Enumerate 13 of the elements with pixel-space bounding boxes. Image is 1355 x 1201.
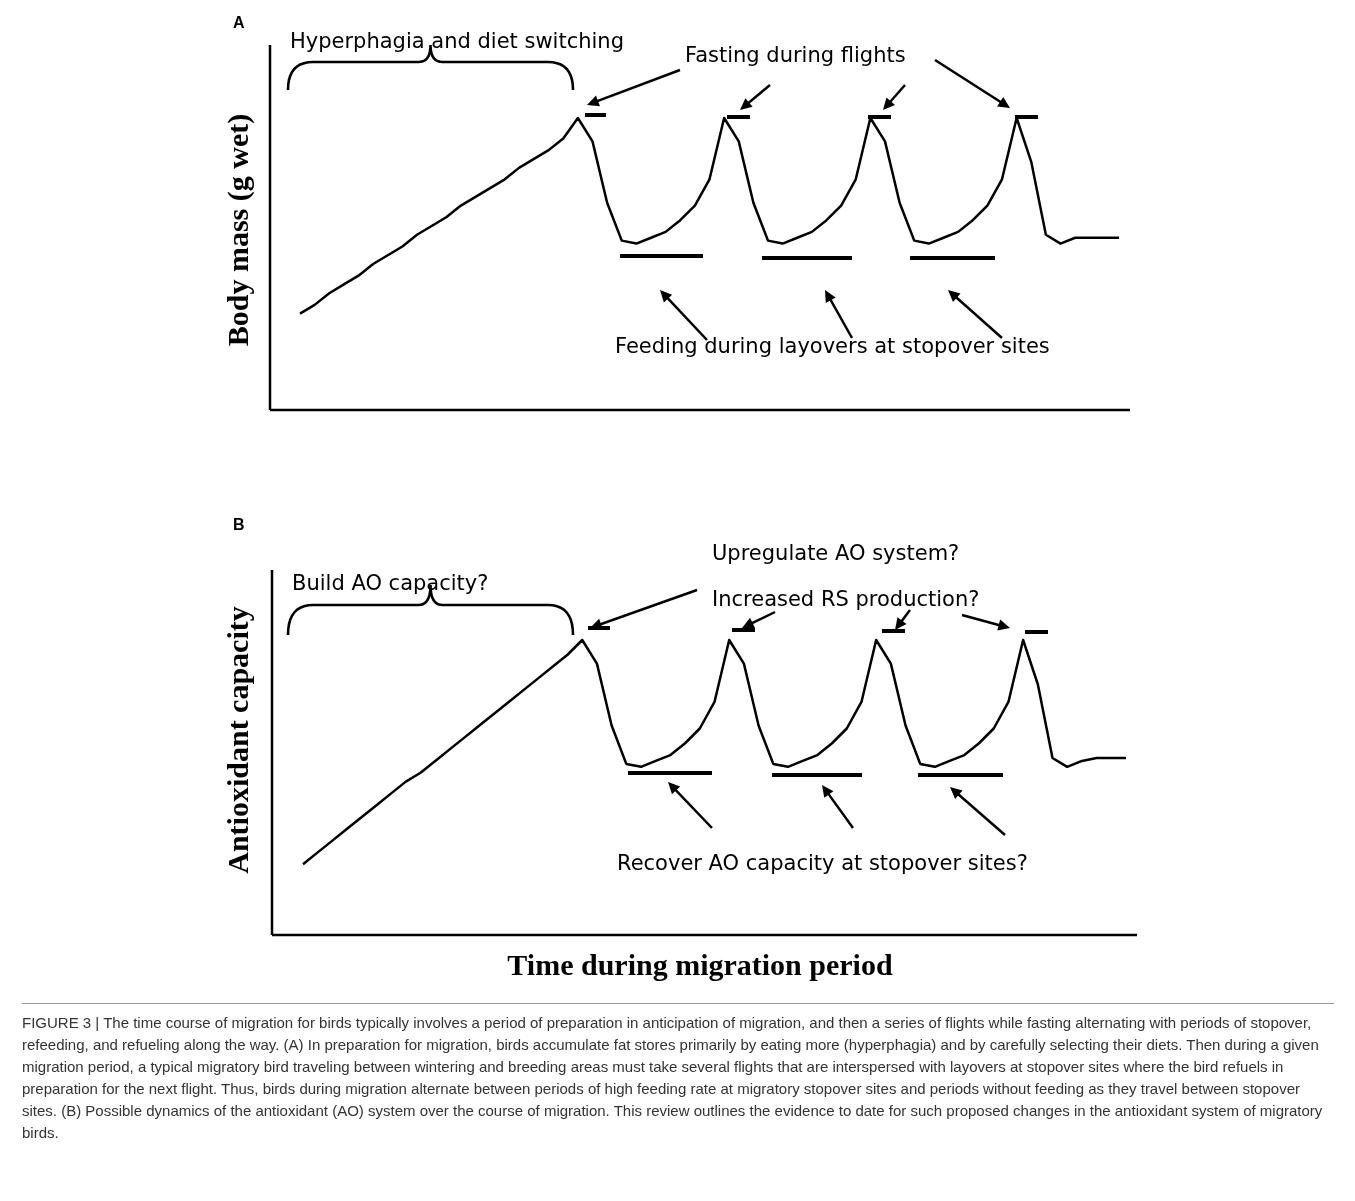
text: Upregulate AO system? — [712, 541, 960, 565]
annotation: Feeding during layovers at stopover sites — [615, 334, 1050, 358]
y-axis-title: Body mass (g wet) — [221, 113, 255, 347]
caption: FIGURE 3 | The time course of migration for birds typically involves a period of preparation in anticipation of migration, and then a series of flights while fasting alternating with periods of stopover, refeeding, and refueling along the way. (A) In preparation for migration, birds accumulate fat stores primarily by eating more (hyperphagia) and by carefully selecting their diets. Then during a given migration period, a typical migratory bird traveling between wintering and breeding areas must take several flights that are interspersed with layovers at stopover sites where the bird refuels in preparation for the next flight. Thus, birds during migration alternate between periods of high feeding rate at migratory stopover sites and periods without feeding as they travel between stopover sites. (B) Possible dynamics of the antioxidant (AO) system over the course of migration. This review outlines the evidence to date for such proposed changes in the antioxidant system of migratory birds. — [22, 1013, 1324, 1143]
text: Increased RS production? — [712, 587, 980, 611]
text: Build AO capacity? — [292, 571, 489, 595]
chart-title: B — [233, 516, 245, 533]
annotation: Recover AO capacity at stopover sites? — [617, 851, 1028, 875]
text: Fasting during flights — [685, 43, 906, 67]
x-axis-title: Time during migration period — [507, 948, 893, 981]
y-axis-title: Antioxidant capacity — [221, 606, 254, 874]
chart-title: A — [233, 14, 245, 31]
text: Hyperphagia and diet switching — [290, 29, 625, 53]
